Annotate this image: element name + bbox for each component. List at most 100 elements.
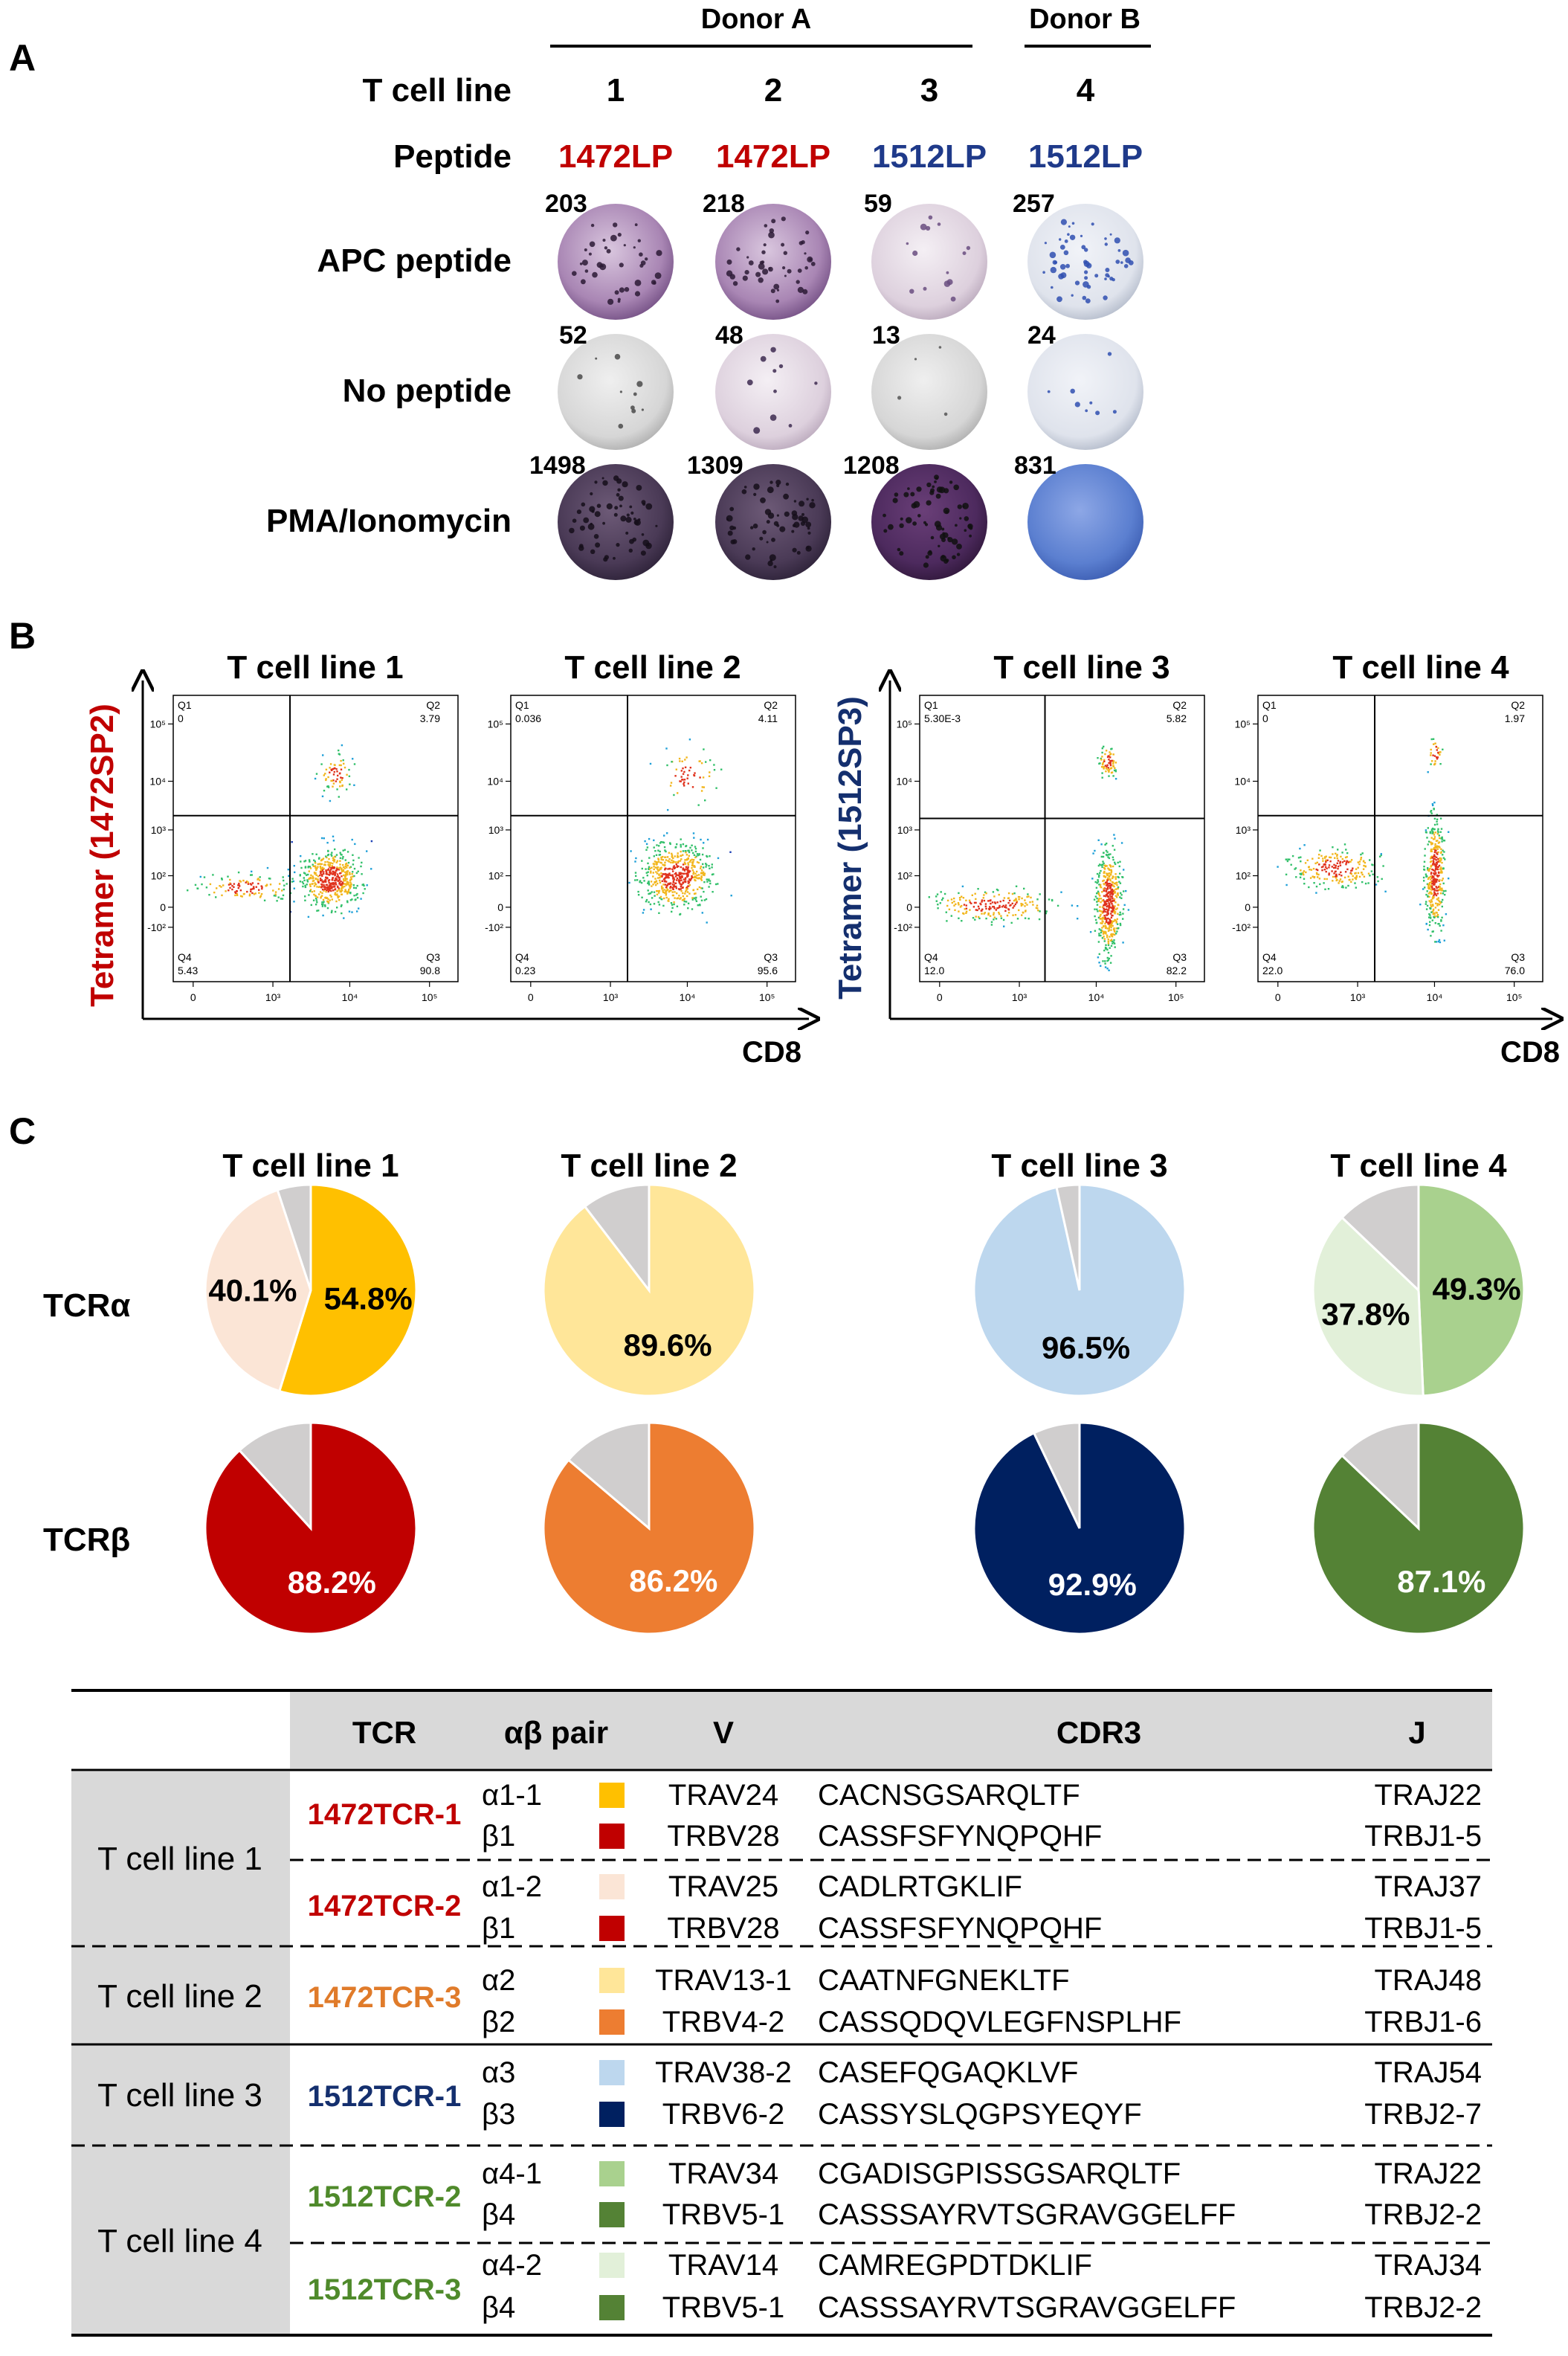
flow-event	[1425, 873, 1427, 875]
flow-event	[1430, 904, 1432, 906]
flow-event	[1107, 951, 1110, 954]
flow-event	[1436, 913, 1439, 916]
flow-event	[1430, 884, 1432, 886]
flow-event	[1345, 886, 1347, 889]
flow-event	[1097, 956, 1100, 959]
flow-event	[237, 884, 239, 886]
flow-event	[1007, 901, 1010, 904]
elispot-spot	[805, 231, 810, 235]
flow-event	[683, 899, 685, 901]
flow-event	[343, 762, 345, 765]
flow-event	[335, 869, 337, 872]
flow-event	[1114, 876, 1117, 878]
flow-event	[663, 892, 666, 894]
flow-event	[665, 892, 668, 895]
flow-event	[687, 907, 689, 910]
flow-event	[349, 886, 351, 888]
x-axis-label: CD8	[1500, 1036, 1560, 1069]
flow-event	[323, 867, 325, 870]
elispot-spot	[641, 408, 645, 411]
flow-event	[680, 846, 682, 848]
flow-event	[1104, 918, 1106, 920]
line-number: 3	[920, 72, 938, 109]
j-gene-cell: TRAJ22	[1375, 1779, 1482, 1812]
flow-event	[1336, 878, 1338, 881]
flow-event	[261, 886, 263, 889]
flow-event	[251, 892, 254, 895]
flow-event	[338, 878, 341, 881]
flow-event	[1441, 861, 1443, 864]
flow-event	[247, 881, 249, 884]
flow-event	[962, 897, 965, 899]
flow-event	[1114, 918, 1116, 921]
elispot-spot	[616, 493, 620, 497]
flow-event	[676, 843, 678, 846]
flow-event	[1097, 864, 1100, 867]
flow-event	[941, 898, 943, 901]
flow-event	[1325, 870, 1327, 873]
flow-event	[1101, 776, 1103, 779]
flow-event	[1448, 831, 1450, 833]
flow-event	[1317, 869, 1319, 872]
flow-event	[268, 878, 271, 880]
flow-event	[1430, 905, 1433, 908]
flow-plot-title: T cell line 4	[1332, 649, 1509, 686]
flow-event	[1109, 886, 1112, 889]
flow-event	[331, 779, 333, 782]
flow-event	[1107, 767, 1110, 769]
flow-event	[998, 906, 1001, 908]
flow-event	[1431, 919, 1433, 921]
flow-event	[309, 890, 312, 892]
flow-event	[1013, 899, 1016, 902]
flow-event	[321, 888, 324, 891]
flow-event	[694, 875, 697, 878]
flow-event	[338, 883, 341, 885]
flow-event	[1361, 873, 1364, 876]
flow-event	[683, 901, 685, 903]
flow-event	[356, 884, 358, 887]
flow-event	[1430, 843, 1433, 846]
flow-event	[651, 897, 654, 899]
elispot-spot	[941, 555, 945, 559]
flow-event	[1112, 762, 1114, 765]
flow-event	[1436, 840, 1439, 842]
flow-event	[1439, 860, 1441, 863]
flow-event	[1100, 931, 1103, 934]
flow-event	[1116, 896, 1118, 898]
flow-event	[680, 897, 682, 899]
flow-event	[1097, 879, 1099, 881]
flow-event	[1436, 868, 1439, 871]
flow-event	[322, 914, 324, 917]
flow-event	[1113, 769, 1116, 772]
tcr-beta-label: TCRβ	[43, 1522, 130, 1558]
flow-event	[671, 891, 674, 893]
flow-event	[685, 868, 688, 870]
flow-event	[650, 872, 652, 874]
flow-event	[315, 897, 317, 900]
elispot-spot	[641, 500, 646, 505]
flow-event	[653, 846, 655, 849]
flow-event	[1021, 897, 1023, 900]
flow-event	[674, 775, 677, 777]
flow-event	[1361, 872, 1363, 874]
flow-event	[317, 881, 320, 884]
flow-event	[698, 854, 700, 856]
flow-event	[351, 838, 353, 841]
flow-event	[1114, 878, 1117, 881]
flow-event	[1440, 889, 1442, 892]
flow-event	[1112, 856, 1114, 858]
flow-event	[339, 866, 341, 869]
flow-event	[342, 864, 344, 866]
elispot-spot	[770, 289, 775, 294]
flow-event	[709, 771, 711, 773]
flow-event	[694, 772, 696, 774]
flow-event	[961, 895, 963, 898]
elispot-spot	[633, 246, 636, 249]
flow-event	[343, 875, 346, 878]
flow-event	[239, 880, 241, 882]
flow-event	[642, 909, 645, 911]
flow-event	[1107, 921, 1110, 924]
elispot-spot	[729, 506, 735, 512]
elispot-spot	[938, 544, 941, 547]
flow-event	[969, 909, 971, 911]
